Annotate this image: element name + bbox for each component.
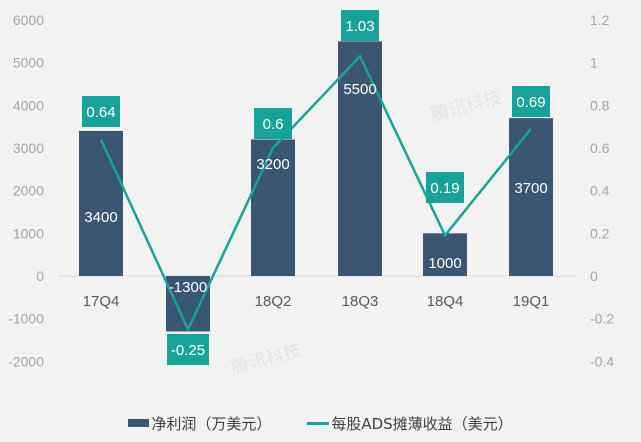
- category-label: 19Q1: [513, 293, 550, 310]
- right-axis-tick: 0.6: [590, 140, 610, 156]
- left-axis-tick: 3000: [13, 140, 44, 156]
- bar-value-label: 3400: [84, 209, 117, 226]
- bar-value-label: 5500: [343, 81, 376, 98]
- left-axis-tick: -2000: [8, 353, 44, 369]
- right-axis-tick: 0.2: [590, 225, 610, 241]
- right-axis-tick: -0.2: [590, 311, 614, 327]
- left-axis-tick: -1000: [8, 311, 44, 327]
- left-axis-tick: 2000: [13, 183, 44, 199]
- legend: 净利润（万美元） 每股ADS摊薄收益（美元）: [0, 408, 641, 438]
- category-label: 18Q3: [342, 293, 379, 310]
- bar[interactable]: [251, 139, 295, 276]
- eps-value-label: 0.6: [263, 116, 284, 133]
- bar-value-label: 3700: [514, 180, 547, 197]
- bar[interactable]: [423, 233, 467, 276]
- bar[interactable]: [79, 130, 123, 276]
- eps-value-box: [341, 10, 379, 41]
- right-axis-tick: 0.4: [590, 183, 610, 199]
- legend-label: 每股ADS摊薄收益（美元）: [331, 414, 513, 433]
- right-axis-tick: 1.2: [590, 12, 610, 28]
- category-label: 17Q4: [83, 293, 120, 310]
- line-swatch-icon: [307, 421, 330, 425]
- eps-value-box: [426, 172, 464, 203]
- bar[interactable]: [509, 118, 553, 276]
- category-label: 18Q2: [255, 293, 292, 310]
- right-axis-tick: -0.4: [590, 353, 614, 369]
- bar-value-label: 3200: [256, 156, 289, 173]
- bar-value-label: 1000: [428, 255, 461, 272]
- right-axis-tick: 1: [590, 55, 598, 71]
- bar-swatch-icon: [128, 419, 150, 427]
- bar[interactable]: [338, 41, 382, 277]
- left-axis-tick: 6000: [13, 12, 44, 28]
- eps-value-box: [512, 86, 550, 117]
- left-axis-tick: 1000: [13, 225, 44, 241]
- eps-line[interactable]: [99, 54, 532, 333]
- eps-value-box: [254, 108, 292, 139]
- legend-item-eps[interactable]: 每股ADS摊薄收益（美元）: [307, 413, 513, 434]
- left-axis-tick: 0: [36, 268, 44, 284]
- eps-value-label: 0.69: [516, 94, 545, 111]
- bar-value-label: -1300: [169, 279, 207, 296]
- category-label: 18Q4: [427, 293, 464, 310]
- legend-item-net-profit[interactable]: 净利润（万美元）: [128, 413, 271, 434]
- left-axis-tick: 4000: [13, 97, 44, 113]
- eps-value-label: 0.64: [86, 104, 115, 121]
- right-axis-tick: 0.8: [590, 97, 610, 113]
- left-axis-tick: 5000: [13, 55, 44, 71]
- eps-value-box: [82, 96, 120, 127]
- eps-value-box: [167, 334, 209, 365]
- legend-label: 净利润（万美元）: [151, 414, 272, 433]
- bar[interactable]: [166, 276, 210, 332]
- eps-value-label: 1.03: [345, 18, 374, 35]
- eps-value-label: 0.19: [430, 180, 459, 197]
- right-axis-tick: 0: [590, 268, 598, 284]
- eps-value-label: -0.25: [171, 342, 205, 359]
